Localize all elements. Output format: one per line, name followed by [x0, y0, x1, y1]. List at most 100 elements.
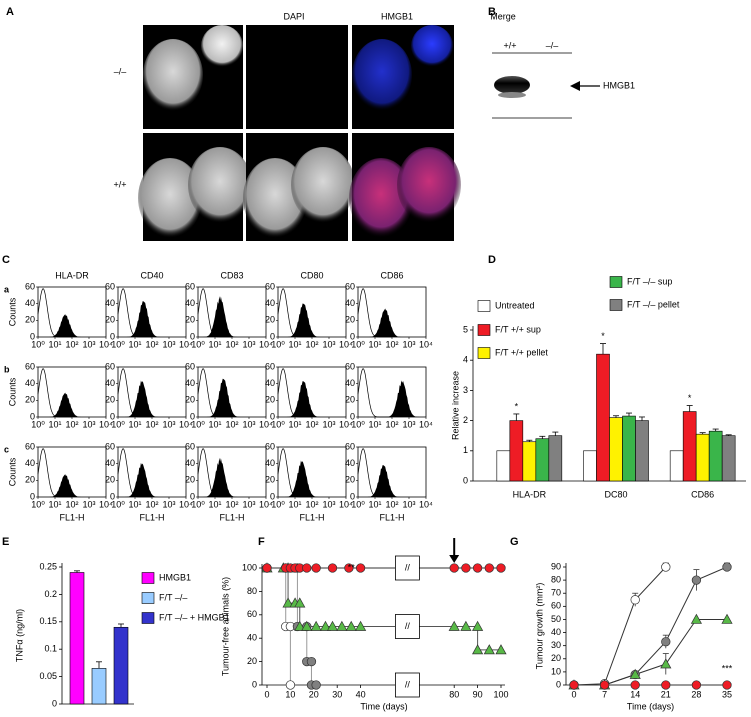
y-tick-label: 60 [247, 609, 257, 619]
y-tick-label: 40 [25, 298, 35, 308]
y-tick-label: 0 [270, 331, 275, 341]
point [294, 597, 306, 608]
bar [596, 353, 610, 482]
band-label: HMGB1 [603, 80, 635, 90]
y-tick-label: 0 [30, 491, 35, 501]
y-tick-label: 60 [345, 361, 355, 371]
histogram-fill [118, 462, 186, 497]
y-tick-label: 40 [265, 378, 275, 388]
x-tick-label: 10⁰ [191, 419, 205, 429]
x-axis-label: Time (days) [360, 701, 407, 711]
x-tick-label: 10² [225, 419, 238, 429]
point [282, 597, 294, 608]
y-tick-label: 40 [105, 458, 115, 468]
y-tick-label: 0 [252, 679, 257, 689]
point [495, 644, 507, 655]
point [722, 562, 732, 572]
x-tick-label: 10¹ [208, 499, 221, 509]
y-tick-label: 40 [185, 378, 195, 388]
y-tick-label: 0 [190, 411, 195, 421]
y-tick-label: 40 [185, 458, 195, 468]
point [319, 620, 332, 631]
x-tick-label: HLA-DR [513, 489, 547, 499]
nucleus [411, 25, 453, 67]
x-tick-label: 10⁴ [339, 419, 353, 429]
x-tick-label: 10¹ [288, 339, 301, 349]
legend-swatch [141, 572, 155, 584]
y-tick-label: 2 [463, 415, 468, 425]
y-tick-label: 20 [185, 315, 195, 325]
y-tick-label: 60 [551, 601, 561, 611]
x-tick-label: 10² [65, 419, 78, 429]
column-header: DAPI [283, 11, 304, 21]
x-tick-label: 10² [225, 339, 238, 349]
y-tick-label: 20 [265, 315, 275, 325]
marker-label: HLA-DR [55, 270, 89, 280]
panel-letter: C [2, 254, 10, 266]
x-tick-label: 10⁴ [339, 339, 353, 349]
x-tick-label: 10⁴ [419, 419, 433, 429]
bar [548, 435, 563, 482]
y-tick-label: 0.05 [39, 671, 57, 681]
legend-swatch [609, 276, 623, 288]
y-tick-label: 40 [345, 298, 355, 308]
bar [496, 450, 511, 482]
point [472, 563, 483, 573]
x-tick-label: 10⁴ [99, 499, 113, 509]
y-tick-label: 40 [551, 627, 561, 637]
y-tick-label: 20 [25, 395, 35, 405]
axis-break [394, 555, 420, 581]
bar [721, 435, 736, 482]
series-line [267, 567, 501, 651]
y-tick-label: 40 [105, 298, 115, 308]
x-tick-label: 10¹ [128, 499, 141, 509]
point [569, 680, 579, 690]
y-tick-label: 0 [556, 679, 561, 689]
point [461, 563, 471, 573]
panel-letter: A [6, 6, 14, 18]
x-axis-label: FL1-H [59, 512, 84, 522]
row-label: –/– [114, 66, 127, 76]
point [630, 595, 640, 605]
point [262, 563, 272, 573]
axis-break-label: // [405, 679, 411, 689]
y-tick-label: 80 [551, 574, 561, 584]
y-axis-label: Relative increase [450, 371, 460, 440]
x-tick-label: 10⁴ [179, 339, 193, 349]
x-tick-label: 10³ [162, 499, 175, 509]
point [294, 620, 306, 631]
y-tick-label: 60 [25, 361, 35, 371]
point [722, 680, 732, 690]
legend-label: HMGB1 [159, 572, 191, 582]
x-tick-label: 10⁰ [191, 499, 205, 509]
x-tick-label: 10⁴ [259, 499, 273, 509]
x-tick-label: 10² [145, 339, 158, 349]
histogram-fill [358, 465, 426, 497]
histogram-fill [198, 296, 266, 337]
y-tick-label: 20 [105, 395, 115, 405]
column-header: Merge [490, 11, 516, 21]
x-tick-label: 10³ [162, 419, 175, 429]
bar [622, 415, 636, 482]
y-tick-label: 20 [551, 653, 561, 663]
legend-label: F/T +/+ pellet [495, 347, 548, 357]
legend-label: F/T –/– sup [627, 276, 672, 286]
nucleus [349, 158, 413, 238]
blot-band [494, 76, 530, 94]
bar [682, 411, 697, 482]
y-tick-label: 60 [265, 281, 275, 291]
x-tick-label: 28 [691, 689, 701, 699]
y-axis-label: Tumour-free animals (%) [220, 577, 230, 676]
point [472, 644, 484, 655]
point [721, 613, 733, 624]
point [661, 680, 671, 690]
point [448, 620, 460, 631]
y-tick-label: 60 [265, 361, 275, 371]
point [690, 613, 702, 624]
nucleus [352, 39, 412, 111]
x-tick-label: 100 [493, 689, 508, 699]
point [661, 562, 671, 572]
x-tick-label: 10¹ [208, 339, 221, 349]
x-tick-label: 10⁰ [191, 339, 205, 349]
series-line [574, 566, 728, 686]
